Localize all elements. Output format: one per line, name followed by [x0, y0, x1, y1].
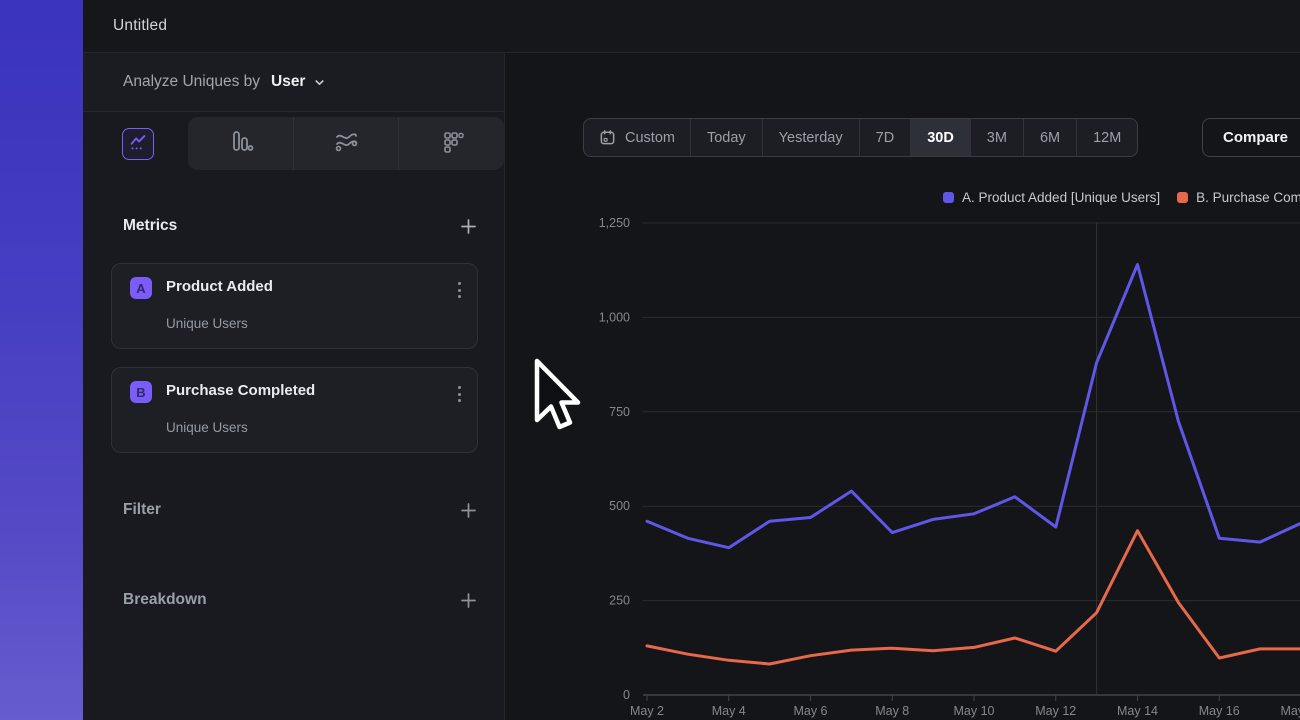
range-12m[interactable]: 12M	[1076, 119, 1137, 156]
range-label: 12M	[1093, 129, 1122, 146]
y-axis-label: 500	[609, 499, 630, 513]
x-axis-label: May 8	[875, 704, 909, 718]
x-axis-label: May 12	[1035, 704, 1076, 718]
compare-button[interactable]: Compare	[1202, 118, 1300, 157]
chart-canvas: 0 250 500 750 1,000 1,250 May 2 May 4 May 6 May 8…	[599, 216, 1300, 718]
metric-badge-a: A	[130, 277, 152, 299]
range-label: 30D	[927, 129, 954, 146]
range-today[interactable]: Today	[689, 119, 762, 156]
add-filter-button[interactable]	[460, 502, 477, 519]
y-axis-label: 1,250	[599, 216, 630, 230]
tab-bar-chart[interactable]	[188, 117, 293, 170]
kebab-menu-icon[interactable]	[456, 280, 463, 300]
x-axis-label: May 18	[1281, 704, 1300, 718]
calendar-icon	[599, 129, 616, 146]
metric-badge-b: B	[130, 381, 152, 403]
top-bar: Untitled	[83, 0, 1300, 53]
range-label: Custom	[625, 129, 675, 146]
tab-retention-grid[interactable]	[398, 117, 504, 170]
plus-icon	[461, 218, 476, 234]
chart-type-tabs	[83, 112, 504, 170]
date-range-control: Custom Today Yesterday 7D 30D 3M 6M 12M	[583, 118, 1139, 157]
range-yesterday[interactable]: Yesterday	[761, 119, 859, 156]
plus-icon	[461, 502, 476, 518]
metrics-heading: Metrics	[123, 217, 178, 234]
y-axis-label: 1,000	[599, 310, 630, 324]
range-7d[interactable]: 7D	[858, 119, 911, 156]
retention-grid-icon	[437, 126, 467, 161]
y-axis-label: 250	[609, 594, 630, 608]
y-axis-label: 750	[609, 405, 630, 419]
analyze-label: Analyze Uniques by	[123, 73, 260, 90]
legend-label: A. Product Added [Unique Users]	[962, 190, 1161, 205]
legend-swatch-purple	[943, 192, 954, 203]
legend-swatch-orange	[1177, 192, 1189, 203]
add-metric-button[interactable]	[460, 218, 477, 235]
range-label: Yesterday	[778, 129, 843, 146]
filter-heading: Filter	[123, 501, 161, 518]
range-label: 6M	[1039, 129, 1061, 146]
x-axis-label: May 4	[712, 704, 746, 718]
add-breakdown-button[interactable]	[460, 592, 477, 609]
filter-section-header: Filter	[123, 501, 477, 519]
metric-card-product-added[interactable]: A Product Added Unique Users	[111, 263, 478, 349]
range-6m[interactable]: 6M	[1022, 119, 1076, 156]
breakdown-section-header: Breakdown	[123, 591, 477, 609]
metric-name: Product Added	[166, 278, 273, 295]
metric-card-purchase-completed[interactable]: B Purchase Completed Unique Users	[111, 367, 478, 453]
series-line-0[interactable]	[645, 263, 1300, 550]
x-axis-label: May 10	[954, 704, 995, 718]
range-label: 3M	[986, 129, 1007, 146]
line-chart-icon	[127, 131, 149, 158]
flows-icon	[331, 126, 361, 161]
metric-measure[interactable]: Unique Users	[166, 420, 248, 435]
range-30d[interactable]: 30D	[910, 119, 970, 156]
range-label: Today	[706, 129, 746, 146]
series-line-1[interactable]	[645, 529, 1300, 666]
document-title[interactable]: Untitled	[113, 17, 168, 34]
x-axis-label: May 16	[1199, 704, 1240, 718]
metric-name: Purchase Completed	[166, 382, 316, 399]
tab-line-chart[interactable]	[122, 128, 154, 160]
legend-item-a[interactable]: A. Product Added [Unique Users]	[943, 190, 1160, 205]
breakdown-heading: Breakdown	[123, 591, 207, 608]
x-axis-label: May 6	[793, 704, 827, 718]
tab-flows[interactable]	[292, 117, 399, 170]
background-gradient-strip	[0, 0, 83, 720]
range-3m[interactable]: 3M	[969, 119, 1023, 156]
chart-legend: A. Product Added [Unique Users] B. Purch…	[943, 190, 1300, 205]
sidebar: Analyze Uniques by User	[83, 53, 505, 720]
x-axis-label: May 14	[1117, 704, 1158, 718]
chart-type-tab-strip	[188, 117, 504, 170]
bar-chart-icon	[225, 126, 255, 161]
y-axis-label: 0	[623, 688, 630, 702]
chevron-down-icon[interactable]	[313, 76, 326, 89]
metrics-section-header: Metrics	[123, 217, 477, 235]
plus-icon	[461, 592, 476, 608]
legend-label: B. Purchase Completed [Unique Users]	[1196, 190, 1300, 205]
x-axis-label: May 2	[630, 704, 664, 718]
range-custom[interactable]: Custom	[584, 119, 690, 156]
analyze-row: Analyze Uniques by User	[83, 53, 504, 112]
range-label: 7D	[875, 129, 895, 146]
kebab-menu-icon[interactable]	[456, 384, 463, 404]
metric-measure[interactable]: Unique Users	[166, 316, 248, 331]
legend-item-b[interactable]: B. Purchase Completed [Unique Users]	[1177, 190, 1300, 205]
analyze-value-dropdown[interactable]: User	[271, 73, 306, 90]
